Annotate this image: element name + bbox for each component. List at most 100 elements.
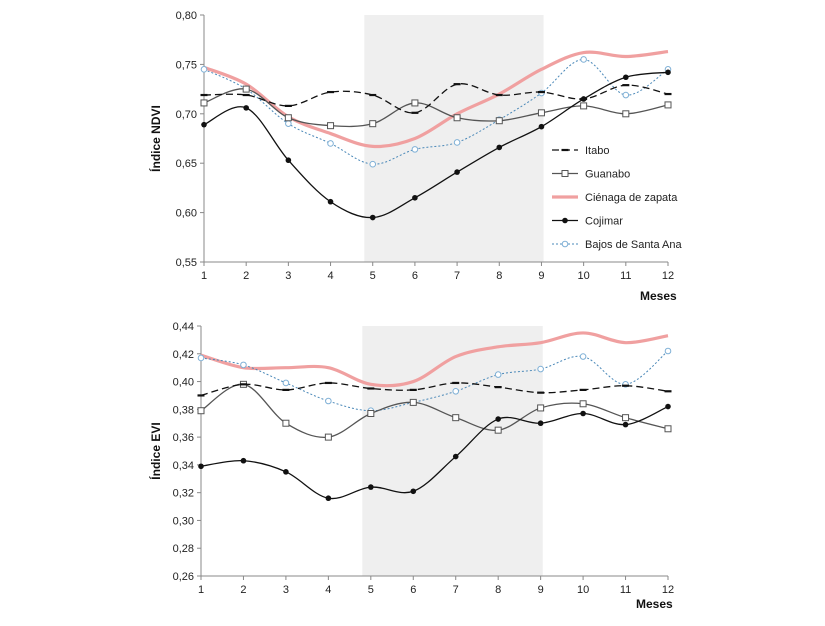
y-tick-label: 0,32 — [173, 488, 194, 500]
data-point-cojimar — [369, 214, 376, 221]
x-tick-label: 11 — [620, 270, 631, 282]
y-axis-title: Índice EVI — [148, 422, 163, 479]
legend-item-itabo: Itabo — [552, 145, 609, 157]
data-point-guanabo — [411, 99, 419, 107]
data-point-guanabo — [579, 400, 587, 408]
data-point-cojimar — [665, 69, 671, 76]
data-point-bajos-de-santa-ana — [369, 160, 377, 168]
y-tick-label: 0,40 — [173, 377, 194, 389]
x-tick-label: 1 — [198, 584, 204, 596]
data-point-cojimar — [243, 105, 249, 111]
data-point-guanabo — [452, 414, 460, 422]
x-tick-label: 8 — [495, 584, 501, 596]
x-tick-label: 3 — [285, 270, 291, 282]
data-point-guanabo — [622, 110, 630, 118]
legend-label: Itabo — [585, 145, 609, 157]
series-line-guanabo — [200, 383, 669, 438]
data-point-cojimar — [496, 144, 503, 151]
y-tick-label: 0,38 — [173, 404, 194, 416]
x-tick-label: 7 — [454, 270, 460, 282]
x-tick-label: 6 — [412, 270, 418, 282]
x-tick-label: 6 — [410, 584, 416, 596]
series-line-cojimar — [200, 405, 669, 500]
legend-item-guanabo: Guanabo — [552, 169, 630, 181]
data-point-cojimar — [198, 463, 204, 470]
data-point-cojimar — [538, 123, 545, 130]
x-axis-title: Meses — [640, 289, 677, 303]
y-tick-label: 0,65 — [176, 158, 197, 170]
highlight-band — [364, 15, 544, 262]
highlight-band — [362, 326, 543, 576]
data-point-bajos-de-santa-ana — [240, 361, 247, 369]
data-point-cojimar — [452, 453, 459, 460]
legend-label: Guanabo — [585, 169, 630, 181]
legend-item-cienaga-de-zapata: Ciénaga de zapata — [552, 192, 678, 204]
y-tick-label: 0,55 — [176, 257, 197, 269]
series-line-guanabo — [203, 88, 669, 128]
data-point-cojimar — [201, 121, 207, 128]
series-line-bajos-de-santa-ana — [200, 350, 669, 412]
data-point-guanabo — [664, 101, 672, 109]
data-point-cojimar — [285, 157, 292, 164]
x-tick-label: 12 — [662, 270, 674, 282]
data-point-bajos-de-santa-ana — [285, 120, 292, 127]
legend-marker — [561, 240, 569, 248]
series-cienaga-de-zapata — [200, 331, 669, 388]
data-point-cojimar — [623, 74, 629, 81]
data-point-bajos-de-santa-ana — [411, 146, 419, 153]
data-point-cojimar — [327, 198, 334, 205]
data-point-bajos-de-santa-ana — [494, 371, 502, 378]
data-point-bajos-de-santa-ana — [282, 379, 290, 387]
legend-label: Bajos de Santa Ana — [585, 239, 683, 251]
data-point-cojimar — [622, 421, 629, 428]
data-point-cojimar — [283, 469, 289, 475]
data-point-bajos-de-santa-ana — [580, 56, 587, 63]
data-point-guanabo — [409, 398, 417, 406]
x-tick-label: 11 — [620, 584, 631, 596]
series-line-cienaga-de-zapata — [203, 49, 669, 149]
data-point-guanabo — [324, 433, 332, 441]
x-tick-label: 4 — [327, 270, 333, 282]
data-point-bajos-de-santa-ana — [197, 354, 205, 362]
data-point-guanabo — [453, 114, 461, 122]
data-point-bajos-de-santa-ana — [327, 140, 334, 147]
y-tick-label: 0,26 — [173, 571, 194, 583]
data-point-guanabo — [537, 404, 545, 412]
data-point-cojimar — [580, 96, 587, 102]
y-axis-title: Índice NDVI — [148, 105, 163, 172]
x-tick-label: 10 — [578, 270, 590, 282]
series-guanabo — [200, 85, 672, 130]
data-point-guanabo — [537, 109, 545, 117]
y-tick-label: 0,36 — [173, 432, 194, 444]
data-point-guanabo — [327, 122, 335, 130]
data-point-guanabo — [200, 99, 208, 107]
data-point-guanabo — [367, 410, 375, 417]
data-point-cojimar — [537, 420, 544, 427]
x-tick-label: 3 — [283, 584, 289, 596]
data-point-bajos-de-santa-ana — [325, 397, 332, 405]
data-point-guanabo — [284, 114, 292, 122]
data-point-bajos-de-santa-ana — [664, 347, 672, 355]
x-tick-label: 12 — [662, 584, 674, 596]
y-tick-label: 0,44 — [173, 321, 194, 333]
y-tick-label: 0,75 — [176, 59, 197, 71]
y-tick-label: 0,80 — [176, 10, 197, 22]
x-axis-title: Meses — [636, 597, 673, 611]
legend-marker — [561, 170, 569, 177]
x-tick-label: 1 — [201, 270, 207, 282]
data-point-cojimar — [412, 194, 418, 201]
data-point-guanabo — [622, 414, 630, 422]
y-tick-label: 0,34 — [173, 460, 194, 472]
data-point-guanabo — [580, 102, 588, 110]
y-tick-label: 0,70 — [176, 109, 197, 121]
data-point-guanabo — [664, 425, 672, 433]
x-tick-label: 2 — [243, 270, 249, 282]
y-tick-label: 0,42 — [173, 349, 194, 361]
data-point-guanabo — [197, 407, 205, 415]
evi-panel: 0,26 0,28 0,30 0,32 0,34 0,36 0,38 0,40 0,42 0,44… — [148, 321, 674, 611]
y-tick-label: 0,28 — [173, 543, 194, 555]
series-line-cojimar — [203, 71, 669, 219]
x-tick-label: 5 — [368, 584, 374, 596]
data-point-guanabo — [369, 120, 377, 128]
